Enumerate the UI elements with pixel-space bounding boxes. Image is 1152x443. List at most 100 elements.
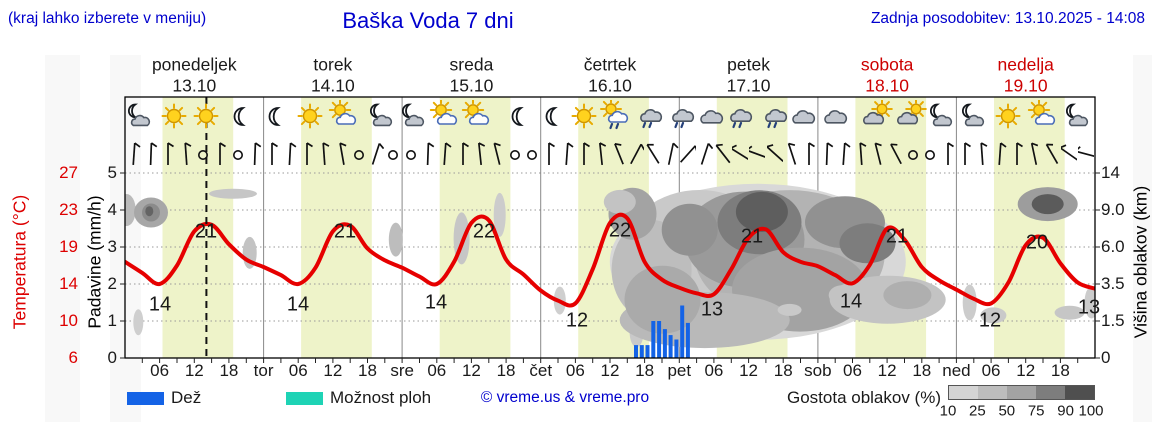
- sun-icon: [293, 100, 327, 137]
- moon-cloud-icon: [1058, 100, 1092, 137]
- wind-barb-icon: [541, 140, 557, 173]
- x-hour-label: 12: [1016, 361, 1036, 380]
- temp-extreme-label: 22: [472, 220, 496, 243]
- copyright-link[interactable]: © vreme.us & vreme.pro: [480, 389, 650, 406]
- bg-strip: [45, 55, 80, 422]
- wind-barb-icon: [334, 140, 350, 173]
- temp-extreme-label: 12: [978, 309, 1002, 332]
- cloud-blob: [1084, 286, 1095, 319]
- calm-wind-icon: [230, 140, 246, 173]
- x-hour-label: 12: [323, 361, 343, 380]
- density-swatch: [949, 386, 978, 399]
- wind-barb-icon: [1044, 140, 1060, 173]
- day-name-četrtek: četrtek: [583, 54, 637, 75]
- x-hour-label: 12: [739, 361, 759, 380]
- bg-strip: [1133, 55, 1152, 422]
- temp-extreme-label: 14: [424, 291, 448, 314]
- density-tick-label: 100: [1078, 402, 1104, 420]
- cloud-icon: [786, 100, 820, 137]
- cloud-rain-icon: [723, 100, 757, 137]
- wind-barb-icon: [1075, 140, 1098, 173]
- cloud-blob: [493, 192, 506, 237]
- x-day-boundary-label: čet: [529, 361, 553, 380]
- wind-barb-icon: [299, 140, 315, 173]
- wind-barb-icon: [663, 140, 679, 173]
- precipitation-tick-label: 5: [107, 163, 117, 182]
- rain-bar: [685, 322, 690, 358]
- cloud-blob: [980, 307, 1007, 324]
- wind-barb-icon: [455, 140, 471, 173]
- page-title: Baška Voda 7 dni: [342, 8, 514, 33]
- day-name-ponedeljek: ponedeljek: [151, 54, 237, 75]
- temperature-curve: [125, 212, 1095, 308]
- moon-icon: [535, 100, 569, 137]
- day-date: 15.10: [449, 75, 494, 96]
- wind-barb-icon: [870, 140, 886, 173]
- showers-legend-label: Možnost ploh: [330, 388, 432, 407]
- density-tick-label: 25: [969, 402, 986, 420]
- cloud-height-tick-label: 14: [1101, 163, 1120, 182]
- sun-cloud-icon: [428, 98, 462, 137]
- moon-cloud-icon: [362, 100, 396, 137]
- wind-barb-icon: [645, 140, 661, 173]
- cloud-blob: [133, 309, 144, 336]
- temperature-tick-label: 19: [59, 237, 78, 256]
- day-name-sreda: sreda: [449, 54, 494, 75]
- wind-barb-icon: [1009, 140, 1025, 173]
- precipitation-tick-label: 3: [107, 237, 117, 256]
- temp-extreme-label: 21: [885, 225, 909, 248]
- cloud-blob: [962, 284, 977, 321]
- rain-bar: [674, 339, 679, 358]
- density-tick-label: 10: [939, 402, 957, 420]
- precipitation-tick-label: 1: [107, 311, 117, 330]
- calm-wind-icon: [385, 140, 401, 173]
- cloud-height-tick-label: 1.5: [1101, 311, 1125, 330]
- wind-barb-icon: [611, 140, 627, 173]
- x-hour-label: 18: [219, 361, 239, 380]
- wind-barb-icon: [974, 140, 990, 173]
- x-day-boundary-label: sre: [390, 361, 414, 380]
- day-name-petek: petek: [727, 54, 770, 75]
- cloud-icon: [694, 100, 728, 137]
- last-update: Zadnja posodobitev: 13.10.2025 - 14:08: [870, 10, 1145, 27]
- cloud-blob: [1031, 194, 1064, 215]
- x-hour-label: 06: [427, 361, 447, 380]
- day-name-nedelja: nedelja: [997, 54, 1054, 75]
- cloud-blob: [1054, 305, 1085, 320]
- temp-extreme-label: 21: [740, 225, 764, 248]
- x-hour-label: 18: [912, 361, 932, 380]
- temp-extreme-label: 14: [148, 293, 172, 316]
- rain-bar: [634, 345, 638, 358]
- wind-barb-icon: [368, 140, 385, 173]
- day-date: 17.10: [726, 75, 771, 96]
- location-hint: (kraj lahko izberete v meniju): [8, 10, 207, 27]
- x-hour-label: 06: [288, 361, 308, 380]
- sun-icon: [567, 100, 601, 137]
- moon-icon: [223, 100, 257, 137]
- wind-barb-icon: [212, 140, 228, 173]
- cloud-rain-icon: [633, 100, 667, 137]
- temp-extreme-label: 13: [1077, 296, 1101, 319]
- x-hour-label: 18: [635, 361, 655, 380]
- cloud-rain-icon: [665, 100, 699, 137]
- x-day-boundary-label: pet: [667, 361, 692, 380]
- calm-wind-icon: [905, 140, 921, 173]
- cloud-rain-icon: [758, 100, 792, 137]
- cloud-blob: [125, 194, 136, 226]
- density-swatch: [1065, 386, 1094, 399]
- wind-barb-icon: [836, 140, 852, 173]
- density-swatch: [978, 386, 1007, 399]
- wind-barb-icon: [888, 140, 904, 173]
- sun-icon: [157, 100, 191, 137]
- density-tick-label: 90: [1057, 402, 1074, 420]
- wind-barb-icon: [1026, 140, 1042, 173]
- wind-barb-icon: [264, 140, 280, 173]
- cloud-height-tick-label: 6.0: [1101, 237, 1125, 256]
- cloud-sun-icon: [893, 98, 928, 137]
- wind-barb-icon: [765, 140, 784, 173]
- wind-barb-icon: [679, 140, 698, 173]
- cloud-blob: [828, 285, 857, 306]
- cloud-blob: [145, 206, 154, 217]
